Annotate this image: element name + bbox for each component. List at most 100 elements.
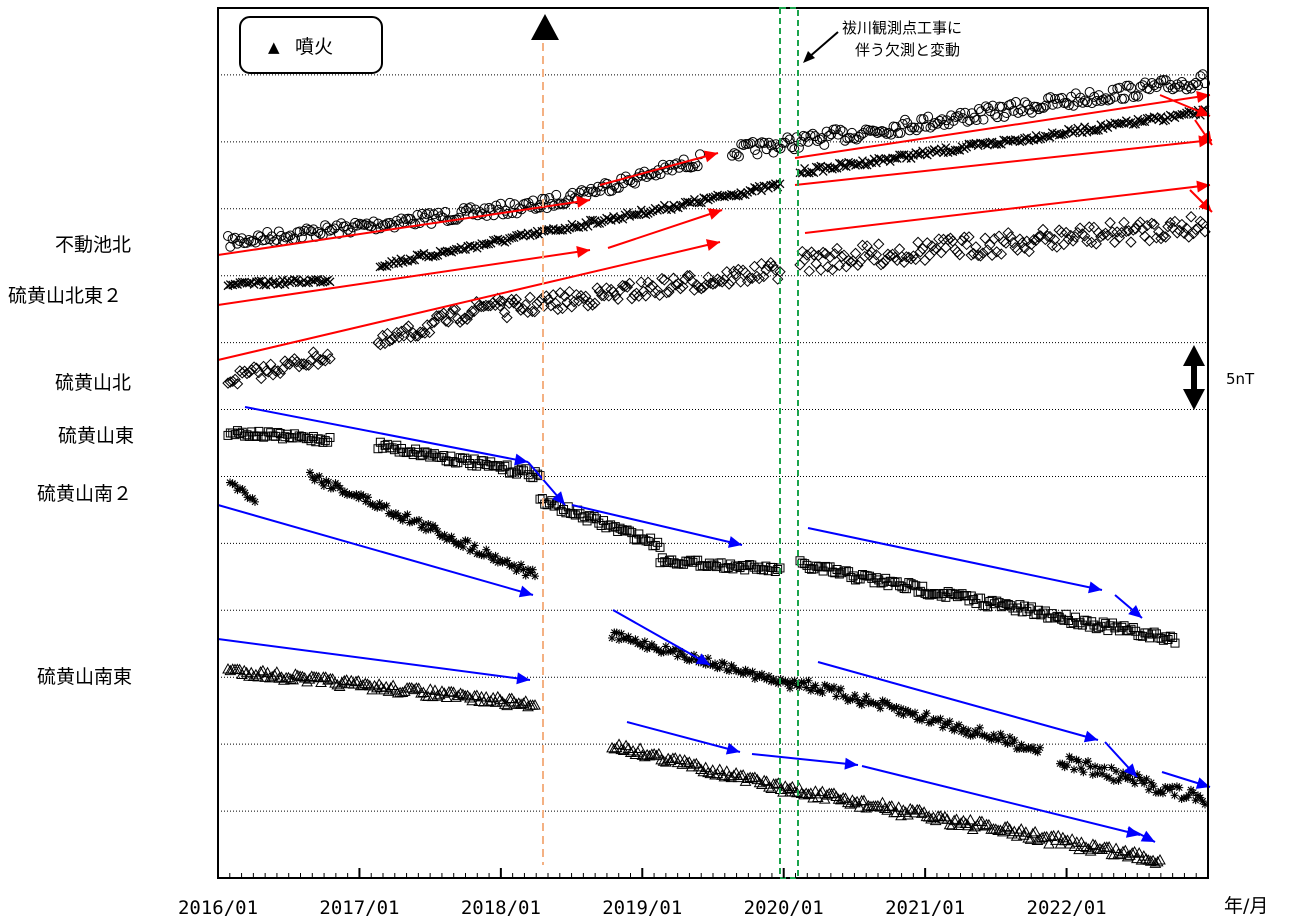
data-point-asterisk [936,714,945,723]
data-point-asterisk [519,565,528,574]
data-point-circle [343,224,354,235]
data-point-diamond [741,275,754,288]
data-point-circle [1098,94,1109,105]
series-label-iouzan-hokuto2: 硫黄山北東２ [8,285,122,307]
data-point-asterisk [661,642,670,651]
data-point-asterisk [310,476,319,485]
data-point-diamond [224,376,237,388]
data-point-triangle [489,696,502,707]
data-point-circle [766,140,777,151]
data-point-diamond [771,273,784,285]
data-point-asterisk [757,669,766,678]
data-point-asterisk [938,723,947,732]
series-label-iouzan-minami2: 硫黄山南２ [37,483,132,505]
data-point-asterisk [338,488,347,497]
trend-arrow-head [695,653,710,665]
data-point-diamond [833,259,846,272]
data-point-triangle [848,796,861,808]
data-point-triangle [830,790,843,802]
data-point-square [795,556,805,566]
data-point-asterisk [829,682,838,691]
data-point-cross [611,215,621,225]
data-point-asterisk [433,527,442,536]
data-point-circle [784,134,795,145]
data-point-cross [913,149,923,159]
data-point-asterisk [760,673,769,682]
data-point-circle [1026,107,1037,118]
data-point-cross [1094,125,1103,135]
data-point-asterisk [739,670,748,679]
data-point-square [617,525,627,535]
data-point-square [1101,619,1111,629]
data-point-triangle [709,768,721,780]
data-point-circle [1163,82,1174,93]
data-point-square [1080,615,1090,625]
data-point-diamond [928,244,940,257]
data-point-triangle [695,763,707,774]
data-point-cross [1131,119,1141,129]
data-point-circle [1043,93,1054,104]
data-point-asterisk [514,563,523,572]
data-point-diamond [824,251,836,263]
data-point-square [761,561,771,571]
data-point-square [983,602,992,612]
data-point-diamond [400,322,412,334]
data-point-triangle [872,799,884,811]
data-point-diamond [1032,231,1045,243]
data-point-diamond [1011,244,1024,256]
data-point-diamond [1111,226,1123,238]
data-point-triangle [915,807,928,818]
data-point-diamond [402,320,415,332]
data-point-circle [983,102,994,113]
data-point-diamond [1055,226,1068,239]
data-point-triangle [1045,830,1058,841]
data-point-square [948,589,958,599]
data-point-asterisk [231,480,239,489]
data-point-asterisk [251,497,259,506]
data-point-cross [864,157,874,167]
data-point-triangle [753,776,766,788]
data-point-asterisk [324,478,333,487]
data-point-square [742,561,752,571]
data-point-circle [243,235,254,246]
data-point-circle [909,122,920,133]
trend-arrow-head [705,239,720,251]
data-point-cross [874,153,884,163]
data-point-asterisk [853,695,862,704]
data-point-diamond [398,330,410,342]
data-point-diamond [882,248,894,260]
trend-arrow-line [751,753,859,766]
trend-arrow-head [514,453,528,466]
data-point-square [871,573,881,583]
data-point-diamond [679,273,691,286]
data-point-square [985,596,995,606]
data-point-triangle [329,677,341,688]
data-point-cross [860,160,870,170]
data-point-asterisk [843,697,852,706]
data-point-square [1091,624,1101,634]
data-point-asterisk [1088,770,1097,779]
data-point-asterisk [359,492,368,501]
data-point-cross [1165,110,1175,120]
data-point-diamond [1120,225,1133,238]
data-point-square [420,447,430,457]
data-point-asterisk [503,556,512,565]
data-point-asterisk [248,494,257,503]
data-point-diamond [810,257,822,270]
data-point-square [320,436,330,446]
data-point-triangle [832,793,845,804]
data-point-circle [911,125,922,136]
data-point-cross [676,200,686,210]
data-point-asterisk [306,468,314,477]
data-point-square [469,454,479,464]
data-point-asterisk [463,536,472,545]
data-point-asterisk [512,567,521,576]
data-point-asterisk [720,659,729,668]
data-point-square [472,461,482,471]
data-point-triangle [273,672,286,683]
data-point-diamond [923,249,936,262]
data-point-circle [359,219,370,230]
data-point-triangle [277,674,290,685]
data-point-triangle [749,771,761,782]
data-point-square [913,587,923,597]
